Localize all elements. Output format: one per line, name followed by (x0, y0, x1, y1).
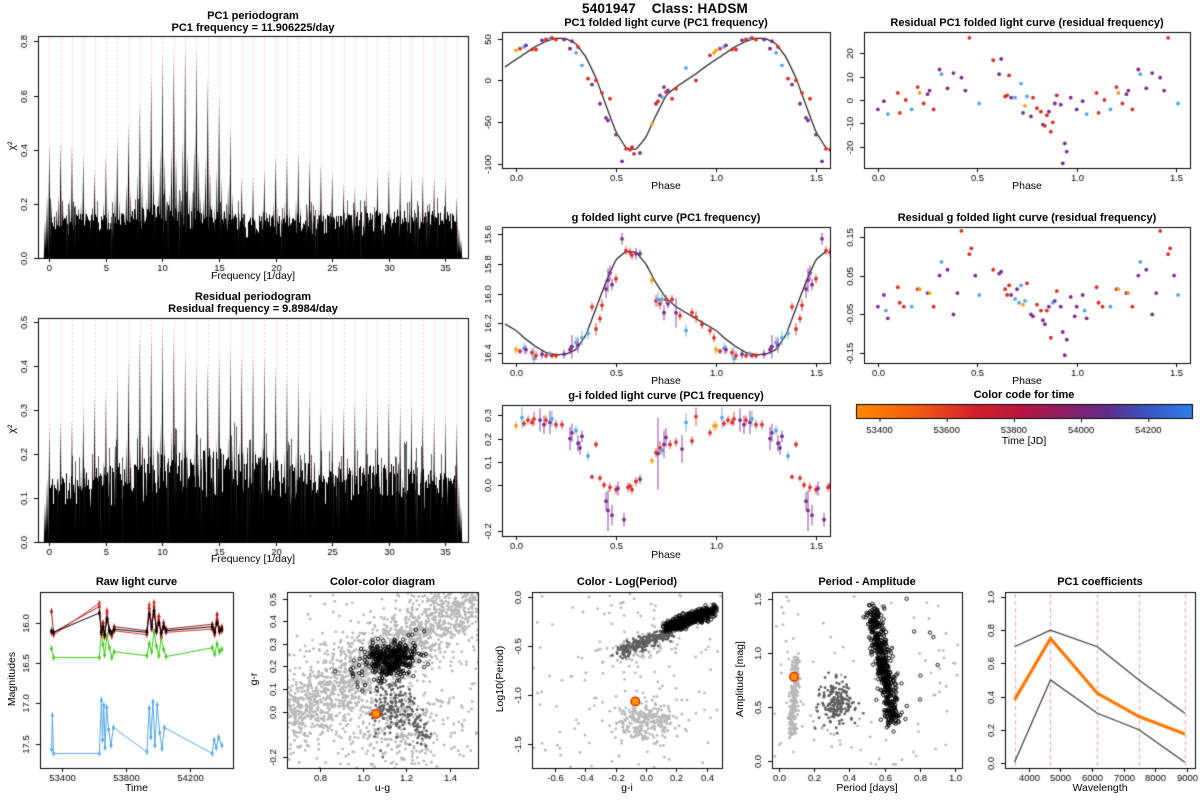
raw-light-curve-ylabel: Magnitudes (6, 651, 18, 707)
residual-periodogram-title: Residual periodogram (194, 291, 312, 303)
pc1-coefficients-title: PC1 coefficients (1057, 576, 1143, 588)
residual-g-folded-title: Residual g folded light curve (residual … (897, 212, 1157, 224)
residual-pc1-folded-title: Residual PC1 folded light curve (residua… (890, 17, 1164, 29)
colorbar-title: Color code for time (973, 389, 1075, 401)
colorbar-xlabel: Time [JD] (1001, 435, 1047, 447)
residual-periodogram-subtitle: Residual frequency = 9.8984/day (168, 303, 338, 315)
color-color-xlabel: u-g (374, 782, 391, 794)
pc1-periodogram-ylabel: χ² (6, 141, 18, 151)
page-title: 5401947 Class: HADSM (430, 1, 900, 16)
residual-periodogram-ylabel: χ² (6, 424, 18, 434)
object-id: 5401947 (582, 1, 636, 16)
period-amplitude-xlabel: Period [days] (836, 782, 898, 794)
pc1-coefficients-xlabel: Wavelength (1072, 782, 1128, 794)
period-amplitude-ylabel: Amplitude [mag] (734, 641, 746, 717)
color-color-ylabel: g-r (248, 672, 260, 686)
pc1-periodogram-subtitle: PC1 frequency = 11.906225/day (171, 22, 335, 34)
color-logperiod-xlabel: g-i (621, 782, 633, 794)
gi-folded-xlabel: Phase (651, 549, 681, 561)
raw-light-curve-xlabel: Time (125, 782, 148, 794)
pc1-periodogram-title: PC1 periodogram (207, 10, 299, 22)
pc1-folded-title: PC1 folded light curve (PC1 frequency) (564, 17, 768, 29)
color-color-title: Color-color diagram (329, 576, 436, 588)
residual-periodogram-xlabel: Frequency [1/day] (210, 553, 296, 565)
residual-g-folded-xlabel: Phase (1012, 375, 1042, 387)
pc1-periodogram-xlabel: Frequency [1/day] (210, 270, 296, 282)
color-logperiod-title: Color - Log(Period) (576, 576, 678, 588)
period-amplitude-title: Period - Amplitude (818, 576, 916, 588)
class-label: Class: HADSM (651, 1, 748, 16)
g-folded-title: g folded light curve (PC1 frequency) (571, 212, 761, 224)
raw-light-curve-title: Raw light curve (95, 576, 178, 588)
gi-folded-title: g-i folded light curve (PC1 frequency) (568, 390, 764, 402)
color-logperiod-ylabel: Log10(Period) (494, 645, 506, 713)
g-folded-xlabel: Phase (651, 375, 681, 387)
residual-pc1-folded-xlabel: Phase (1012, 180, 1042, 192)
pc1-folded-xlabel: Phase (651, 180, 681, 192)
